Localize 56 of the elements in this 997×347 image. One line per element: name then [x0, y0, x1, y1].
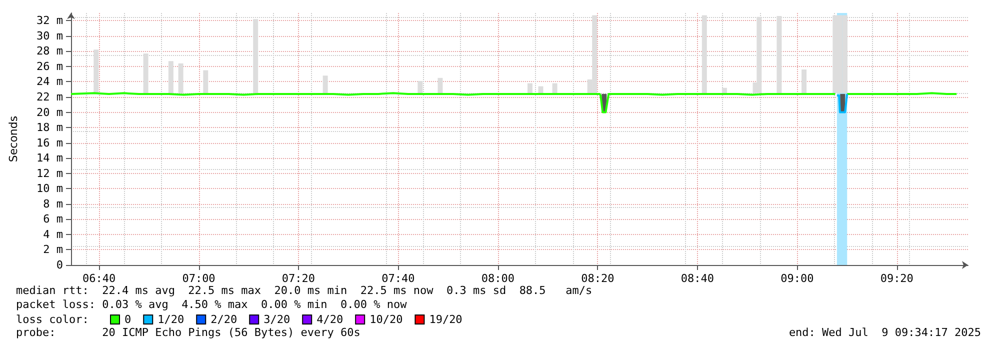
x-tick-label: 08:20: [581, 272, 614, 285]
y-tick-label: 12 m: [36, 166, 64, 180]
y-tick-label: 22 m: [36, 90, 64, 104]
y-tick-label: 32 m: [36, 14, 64, 28]
bar: [438, 78, 443, 94]
bar: [756, 16, 762, 94]
bar: [253, 19, 258, 94]
bar: [538, 86, 544, 94]
bar: [203, 70, 208, 94]
x-tick-label: 09:00: [780, 272, 814, 285]
bar: [776, 16, 782, 94]
bar: [527, 83, 532, 94]
y-tick-label: 20 m: [36, 106, 64, 119]
y-tick-label: 14 m: [36, 152, 64, 165]
y-tick-label: 4 m: [43, 228, 64, 241]
x-tick-label: 07:20: [282, 272, 316, 285]
legend-label: 3/20: [264, 313, 290, 326]
y-axis-title: Seconds: [7, 116, 20, 162]
bar: [168, 61, 174, 94]
y-tick-label: 26 m: [36, 60, 64, 73]
text: packet loss: 0.03 % avg 4.50 % max 0.00 % min 0.00 % now: [16, 298, 407, 311]
bar: [418, 80, 423, 94]
y-tick-label: 16 m: [36, 136, 64, 150]
text: median rtt: 22.4 ms avg 22.5 ms max 20.0 ms min 22.5 ms now 0.3 ms sd 88.5 am/s: [16, 284, 592, 297]
x-tick-label: 08:40: [680, 272, 714, 285]
x-tick-label: 07:00: [182, 272, 216, 285]
bar: [552, 83, 558, 94]
legend-label: 4/20: [316, 313, 344, 326]
legend-label: 19/20: [429, 313, 462, 326]
legend-label: 0: [124, 313, 132, 326]
bar: [722, 88, 727, 94]
y-tick-label: 8 m: [43, 197, 64, 210]
text: end: Wed Jul 9 09:34:17 2025: [788, 326, 981, 339]
x-tick-label: 07:40: [382, 272, 415, 285]
x-tick-label: 08:00: [481, 272, 515, 285]
bar: [702, 15, 707, 94]
legend-title: loss color:: [16, 313, 89, 326]
x-tick-label: 06:40: [82, 272, 116, 285]
bar: [143, 53, 148, 94]
text: probe: 20 ICMP Echo Pings (56 Bytes) every 60s: [16, 326, 360, 339]
bar: [94, 50, 99, 94]
legend-label: 2/20: [210, 313, 238, 326]
legend-label: 1/20: [158, 313, 184, 326]
y-tick-label: 0: [56, 258, 63, 272]
legend-label: 10/20: [370, 313, 403, 326]
y-tick-label: 6 m: [43, 212, 64, 226]
bar: [802, 70, 807, 94]
y-tick-label: 24 m: [36, 75, 64, 88]
y-tick-label: 10 m: [36, 182, 64, 196]
bar: [178, 63, 184, 94]
y-tick-label: 28 m: [36, 44, 64, 58]
y-tick-label: 18 m: [36, 121, 64, 134]
bar: [322, 76, 328, 94]
y-tick-label: 2 m: [43, 243, 64, 256]
x-tick-label: 09:20: [880, 272, 914, 285]
y-tick-label: 30 m: [36, 29, 64, 42]
